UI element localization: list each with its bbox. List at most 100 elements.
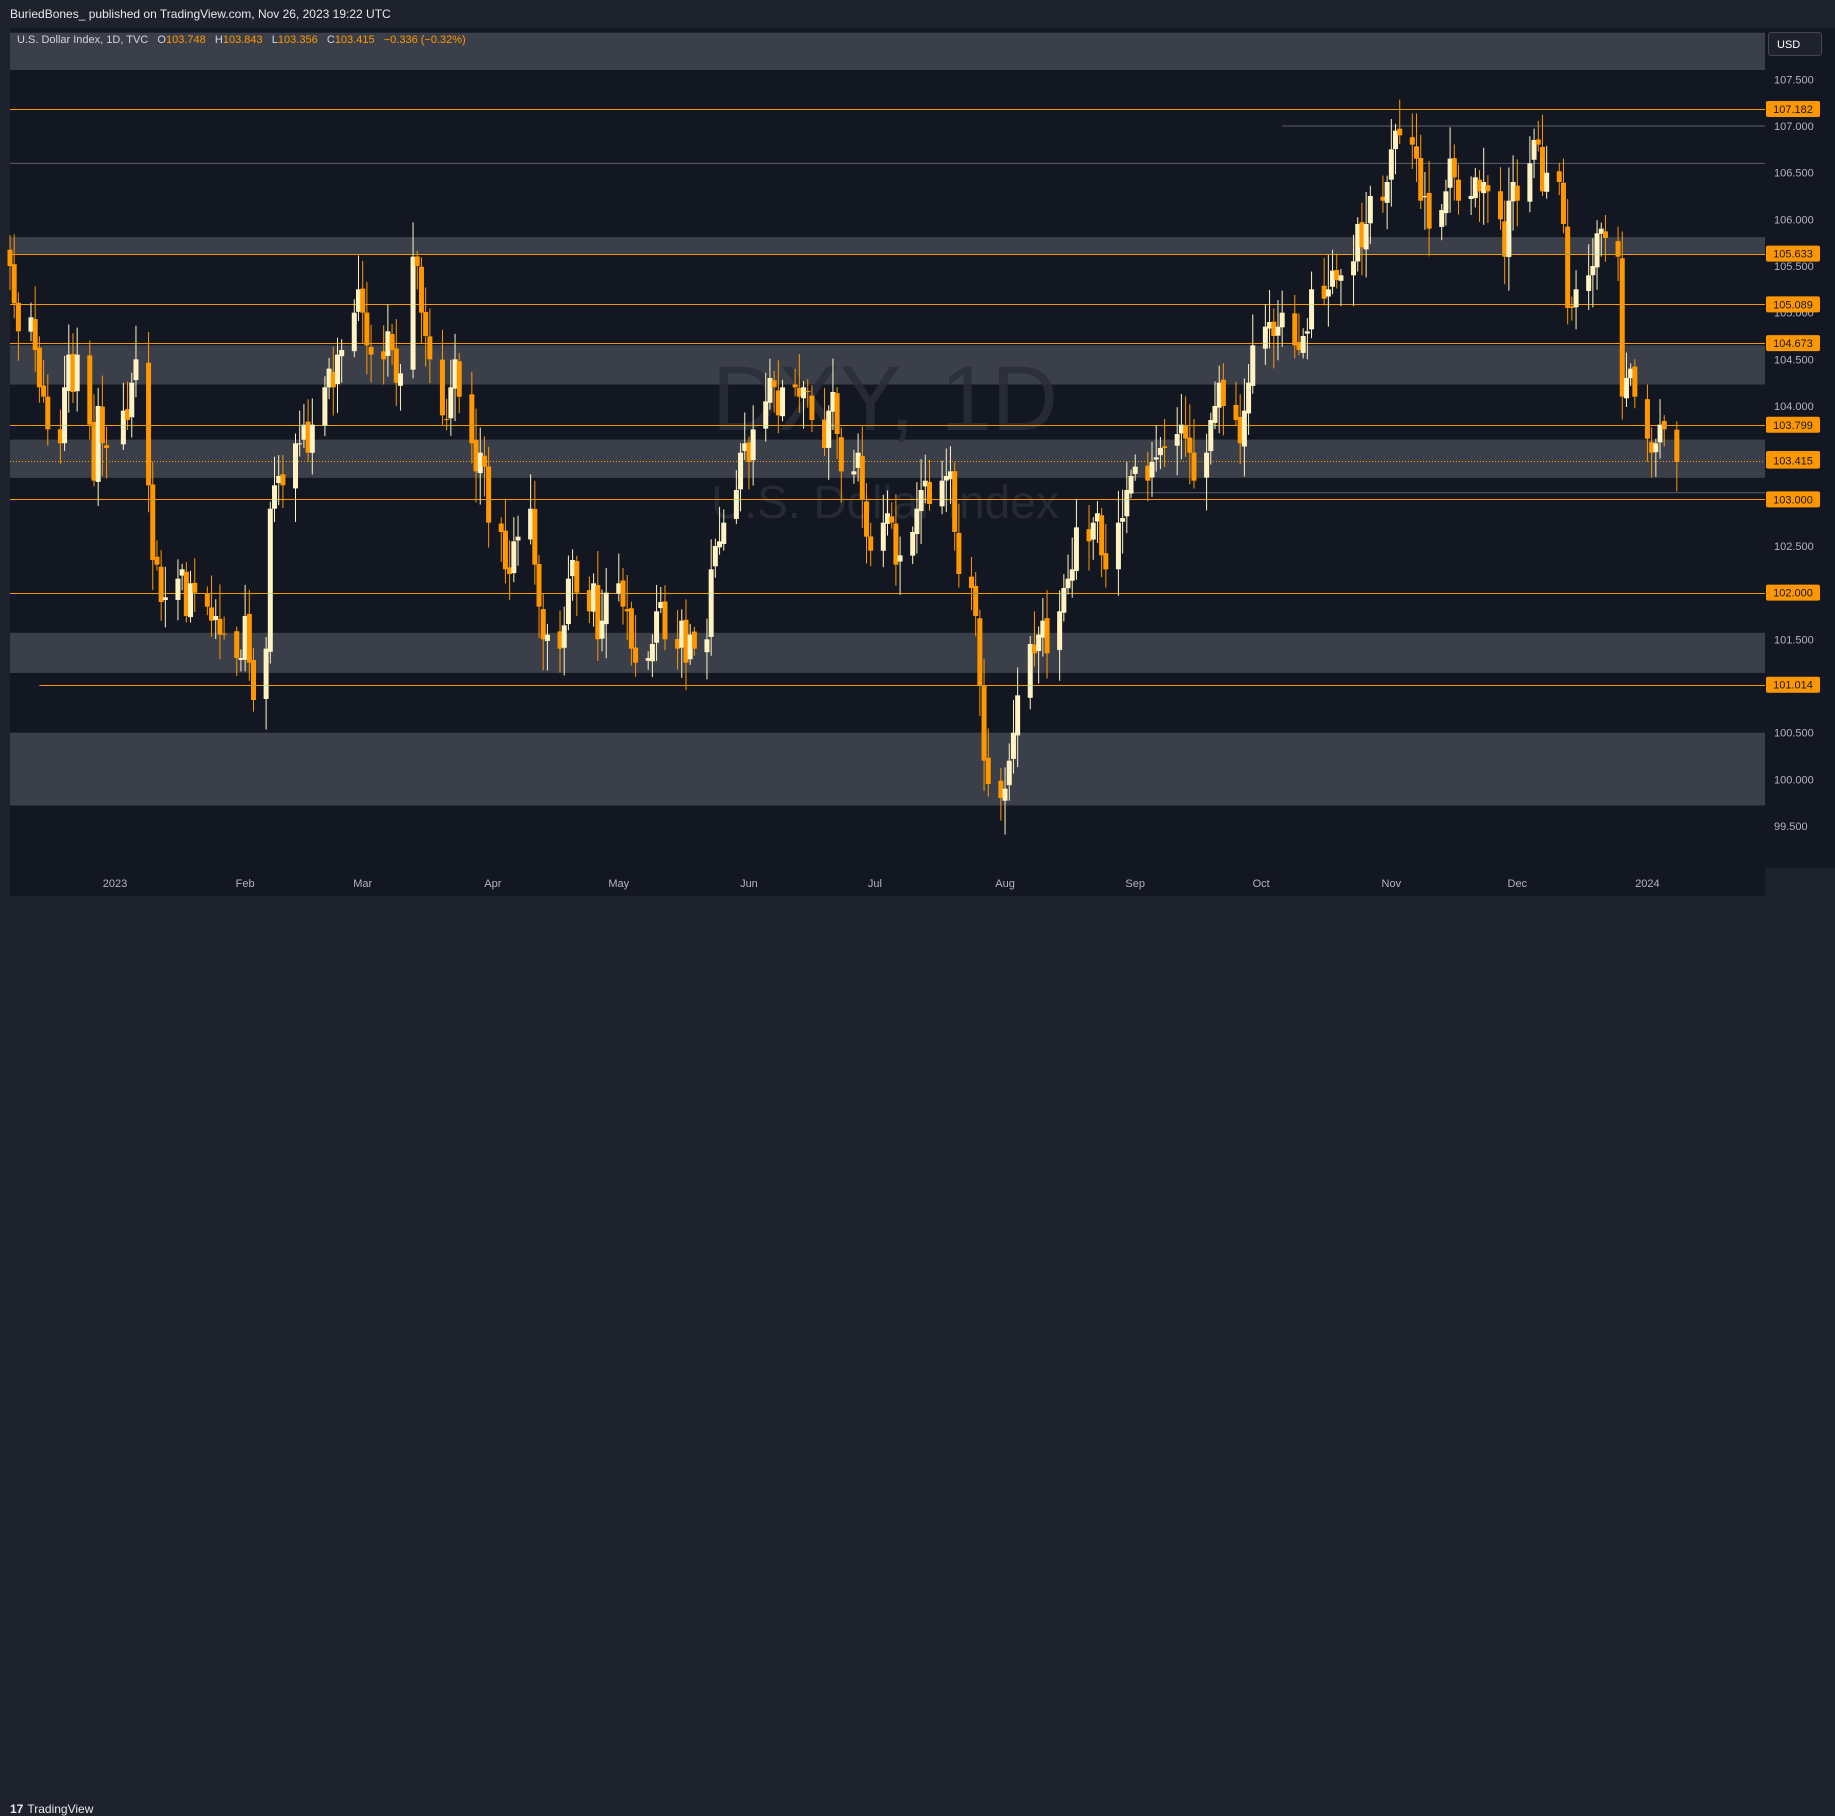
price-tick-label: 104.000 xyxy=(1774,401,1814,413)
candle-body xyxy=(125,409,131,420)
candle-body xyxy=(355,289,361,312)
candle-body xyxy=(796,387,802,397)
candle-body xyxy=(179,569,185,576)
price-label-text: 101.014 xyxy=(1773,680,1813,692)
symbol-title[interactable]: U.S. Dollar Index, 1D, TVC xyxy=(17,34,149,46)
candle-body xyxy=(120,410,126,445)
candle-body xyxy=(1649,442,1655,453)
price-tick-label: 106.000 xyxy=(1774,214,1814,226)
candle-body xyxy=(1628,368,1634,379)
published-info: BuriedBones_ published on TradingView.co… xyxy=(10,7,391,21)
candle-body xyxy=(364,312,370,346)
price-label-box xyxy=(1766,452,1820,469)
candle-body xyxy=(561,625,567,648)
candle-body xyxy=(385,331,391,356)
price-scale-background[interactable] xyxy=(1765,28,1835,868)
level-line-layer[interactable] xyxy=(10,109,1765,686)
candle-body xyxy=(658,602,664,609)
candle-body xyxy=(1292,313,1298,346)
candle-body xyxy=(771,380,777,388)
candle-body xyxy=(981,685,987,761)
candle-body xyxy=(1086,529,1092,542)
candle-body xyxy=(565,578,571,625)
candle-body xyxy=(322,387,328,426)
candle-body xyxy=(234,631,240,658)
candle-body xyxy=(1321,285,1327,299)
candle-body xyxy=(1027,644,1033,698)
candle-body xyxy=(691,631,697,649)
candle-body xyxy=(414,256,420,266)
candle-body xyxy=(1271,321,1277,336)
candle-body xyxy=(1514,185,1520,201)
candle-body xyxy=(1602,231,1608,238)
candle-body xyxy=(1527,163,1533,202)
candle-body xyxy=(1132,466,1138,474)
candle-body xyxy=(1304,331,1310,334)
candle-body xyxy=(1216,382,1222,408)
candle-body xyxy=(763,401,769,429)
price-tick-label: 99.500 xyxy=(1774,821,1808,833)
candle-body xyxy=(767,378,773,403)
candle-body xyxy=(1661,420,1667,430)
candle-body xyxy=(389,334,395,350)
tradingview-logo[interactable]: 17 TradingView xyxy=(10,1802,93,1816)
candle-body xyxy=(209,607,215,621)
time-scale-background[interactable] xyxy=(10,868,1765,896)
candle-body xyxy=(645,658,651,661)
candle-body xyxy=(628,608,634,649)
candle-body xyxy=(36,347,42,388)
candle-body xyxy=(1388,149,1394,180)
candle-body xyxy=(780,387,786,417)
candle-body xyxy=(1351,261,1357,276)
candle-body xyxy=(721,522,727,544)
candle-body xyxy=(885,513,890,524)
currency-button[interactable]: USD xyxy=(1768,32,1822,56)
candle-body xyxy=(1103,553,1109,570)
close-label: C xyxy=(326,34,335,46)
candle-body xyxy=(456,361,462,397)
change-value: −0.336 (−0.32%) xyxy=(383,34,466,46)
candle-layer xyxy=(7,99,1680,835)
candle-body xyxy=(1544,172,1550,192)
candle-body xyxy=(448,387,454,419)
price-chart[interactable]: DXY, 1D U.S. Dollar Index 99.500 100.000 1… xyxy=(0,0,1835,896)
price-tick-label: 105.500 xyxy=(1774,261,1814,273)
candle-body xyxy=(146,362,152,486)
candle-body xyxy=(397,373,403,386)
candle-body xyxy=(738,452,744,490)
price-tick-label: 107.500 xyxy=(1774,74,1814,86)
candle-body xyxy=(1657,424,1663,443)
candle-body xyxy=(1275,326,1281,336)
candle-body xyxy=(1296,342,1302,350)
candle-body xyxy=(926,481,932,504)
price-label-box xyxy=(1766,296,1820,313)
candle-body xyxy=(423,311,429,336)
candle-body xyxy=(1590,266,1596,276)
candle-body xyxy=(947,471,953,480)
candle-body xyxy=(154,556,160,565)
candle-body xyxy=(1502,221,1508,257)
price-label-box xyxy=(1766,584,1820,601)
watermark-symbol: DXY, 1D xyxy=(712,348,1058,450)
candle-body xyxy=(1481,182,1487,194)
candle-body xyxy=(301,424,307,440)
time-axis[interactable]: 2023 Feb Mar Apr May Jun Jul Aug Sep Oct Nov Dec 202… xyxy=(103,878,1660,890)
sr-zone xyxy=(10,732,1765,806)
candle-body xyxy=(943,476,949,481)
candle-body xyxy=(1565,226,1571,308)
candle-body xyxy=(511,541,517,574)
candle-body xyxy=(175,578,181,600)
candle-body xyxy=(792,384,798,388)
candle-body xyxy=(1653,443,1659,453)
candle-body xyxy=(1065,578,1071,589)
candle-body xyxy=(272,485,278,509)
candle-body xyxy=(381,351,387,360)
price-label-text: 103.415 xyxy=(1773,456,1813,468)
candle-body xyxy=(880,522,886,551)
candle-body xyxy=(1233,404,1239,420)
price-label-text: 104.673 xyxy=(1773,338,1813,350)
candle-body xyxy=(599,620,605,639)
candle-body xyxy=(809,395,815,420)
candle-body xyxy=(973,585,979,616)
candle-body xyxy=(1426,192,1432,229)
